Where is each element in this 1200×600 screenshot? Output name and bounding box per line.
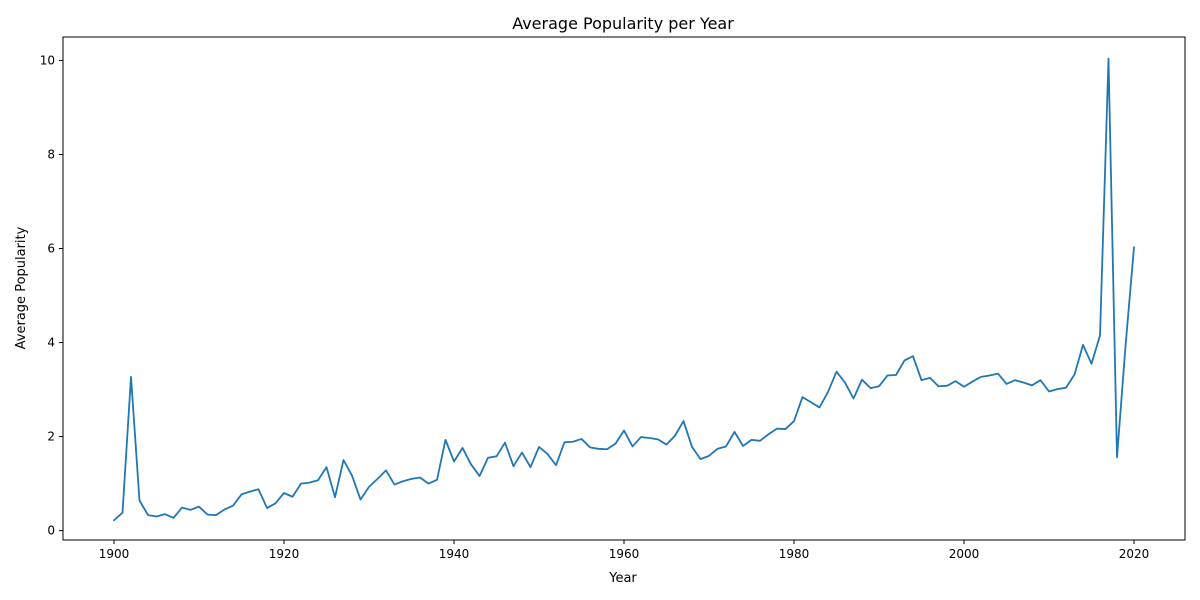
y-tick-label: 4 <box>47 336 55 350</box>
x-tick-label: 1920 <box>269 547 300 561</box>
y-tick-label: 2 <box>47 430 55 444</box>
y-tick-label: 10 <box>40 54 55 68</box>
x-tick-label: 2020 <box>1119 547 1150 561</box>
x-axis-label: Year <box>608 571 637 586</box>
x-tick-label: 1900 <box>99 547 130 561</box>
chart-title: Average Popularity per Year <box>512 14 734 33</box>
x-tick-label: 2000 <box>949 547 980 561</box>
y-tick-label: 6 <box>47 242 55 256</box>
y-axis: 0 2 4 6 8 10 <box>40 54 63 538</box>
y-axis-label: Average Popularity <box>14 226 29 349</box>
series-line-0 <box>113 57 1135 522</box>
plot-area <box>113 57 1135 522</box>
x-tick-label: 1960 <box>609 547 640 561</box>
x-tick-label: 1940 <box>439 547 470 561</box>
x-axis: 1900 1920 1940 1960 1980 2000 2020 <box>99 540 1150 561</box>
y-tick-label: 8 <box>47 148 55 162</box>
x-tick-label: 1980 <box>779 547 810 561</box>
y-tick-label: 0 <box>47 524 55 538</box>
